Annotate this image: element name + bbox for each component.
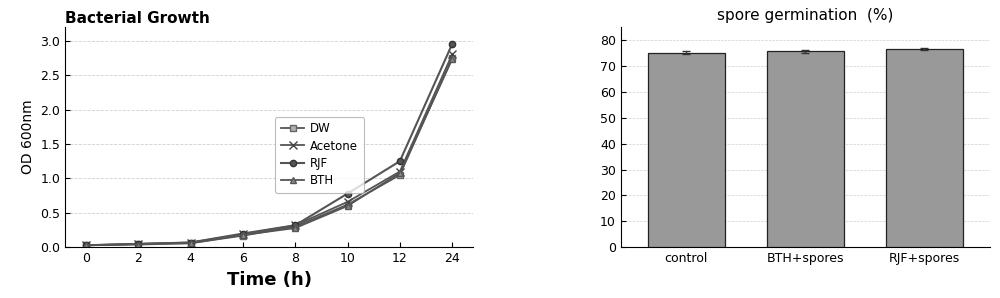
Bar (767, 52, 844, 247)
BTH (237, 233, 249, 237)
DW (394, 173, 406, 177)
Acetone (394, 170, 406, 173)
Line: Acetone: Acetone (82, 51, 456, 249)
BTH (185, 241, 197, 245)
X-axis label: Time (h): Time (h) (227, 271, 312, 289)
DW (80, 243, 92, 247)
DW (237, 234, 249, 238)
Y-axis label: OD 600nm: OD 600nm (21, 100, 35, 174)
RJF (446, 42, 458, 46)
RJF (132, 242, 144, 246)
RJF (289, 224, 301, 227)
Acetone (132, 242, 144, 246)
Acetone (342, 200, 354, 204)
Line: BTH: BTH (83, 56, 455, 249)
Bar (886, 49, 963, 247)
DW (132, 242, 144, 246)
RJF (80, 243, 92, 247)
RJF (394, 159, 406, 163)
BTH (342, 204, 354, 208)
DW (185, 241, 197, 245)
DW (446, 56, 458, 60)
Acetone (80, 243, 92, 247)
DW (289, 225, 301, 229)
RJF (237, 232, 249, 235)
Legend: DW, Acetone, RJF, BTH: DW, Acetone, RJF, BTH (275, 117, 364, 193)
Text: Bacterial Growth: Bacterial Growth (65, 11, 210, 26)
BTH (394, 171, 406, 175)
BTH (132, 243, 144, 246)
Bar (648, 53, 725, 247)
DW (342, 203, 354, 207)
Acetone (446, 52, 458, 56)
Acetone (185, 241, 197, 244)
Acetone (237, 232, 249, 236)
Acetone (289, 224, 301, 227)
RJF (185, 241, 197, 244)
RJF (342, 192, 354, 195)
BTH (289, 226, 301, 230)
Line: DW: DW (83, 55, 455, 249)
Title: spore germination  (%): spore germination (%) (717, 8, 894, 23)
BTH (80, 243, 92, 247)
BTH (446, 58, 458, 61)
Line: RJF: RJF (83, 41, 455, 249)
